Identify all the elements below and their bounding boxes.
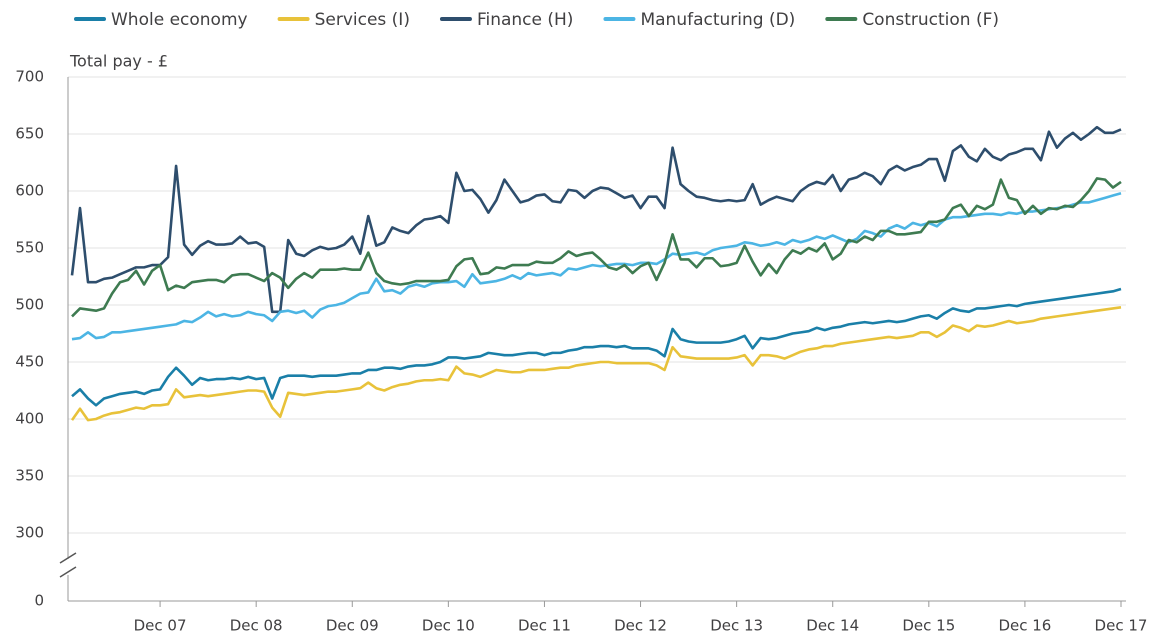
x-tick-label: Dec 14 — [806, 617, 859, 635]
y-tick-label: 450 — [15, 353, 44, 371]
x-tick-label: Dec 07 — [134, 617, 187, 635]
axis-break — [59, 552, 77, 564]
y-tick-label: 500 — [15, 296, 44, 314]
series-line — [71, 287, 1122, 407]
series-line — [71, 177, 1122, 318]
legend-label: Whole economy — [111, 10, 248, 30]
legend-label: Manufacturing (D) — [640, 10, 795, 30]
series-line — [70, 305, 1122, 422]
y-axis-label: Total pay - £ — [69, 52, 168, 71]
x-tick-label: Dec 15 — [902, 617, 955, 635]
y-tick-label: 650 — [15, 125, 44, 143]
x-tick-label: Dec 08 — [230, 617, 283, 635]
legend-label: Services (I) — [315, 10, 410, 30]
series-line — [71, 192, 1122, 341]
y-tick-label: 600 — [15, 182, 44, 200]
y-tick-label: 700 — [15, 68, 44, 86]
x-tick-label: Dec 11 — [518, 617, 571, 635]
y-tick-label: 550 — [15, 239, 44, 257]
x-tick-label: Dec 13 — [710, 617, 763, 635]
x-tick-label: Dec 16 — [998, 617, 1051, 635]
series-line — [70, 125, 1122, 314]
y-tick-label: 0 — [34, 592, 44, 610]
x-tick-label: Dec 09 — [326, 617, 379, 635]
y-tick-label: 300 — [15, 524, 44, 542]
x-tick-label: Dec 10 — [422, 617, 475, 635]
legend-label: Finance (H) — [477, 10, 574, 30]
legend-label: Construction (F) — [862, 10, 999, 30]
y-tick-label: 350 — [15, 467, 44, 485]
x-tick-label: Dec 12 — [614, 617, 667, 635]
axis-break — [59, 566, 77, 578]
y-tick-label: 400 — [15, 410, 44, 428]
x-tick-label: Dec 17 — [1095, 617, 1148, 635]
